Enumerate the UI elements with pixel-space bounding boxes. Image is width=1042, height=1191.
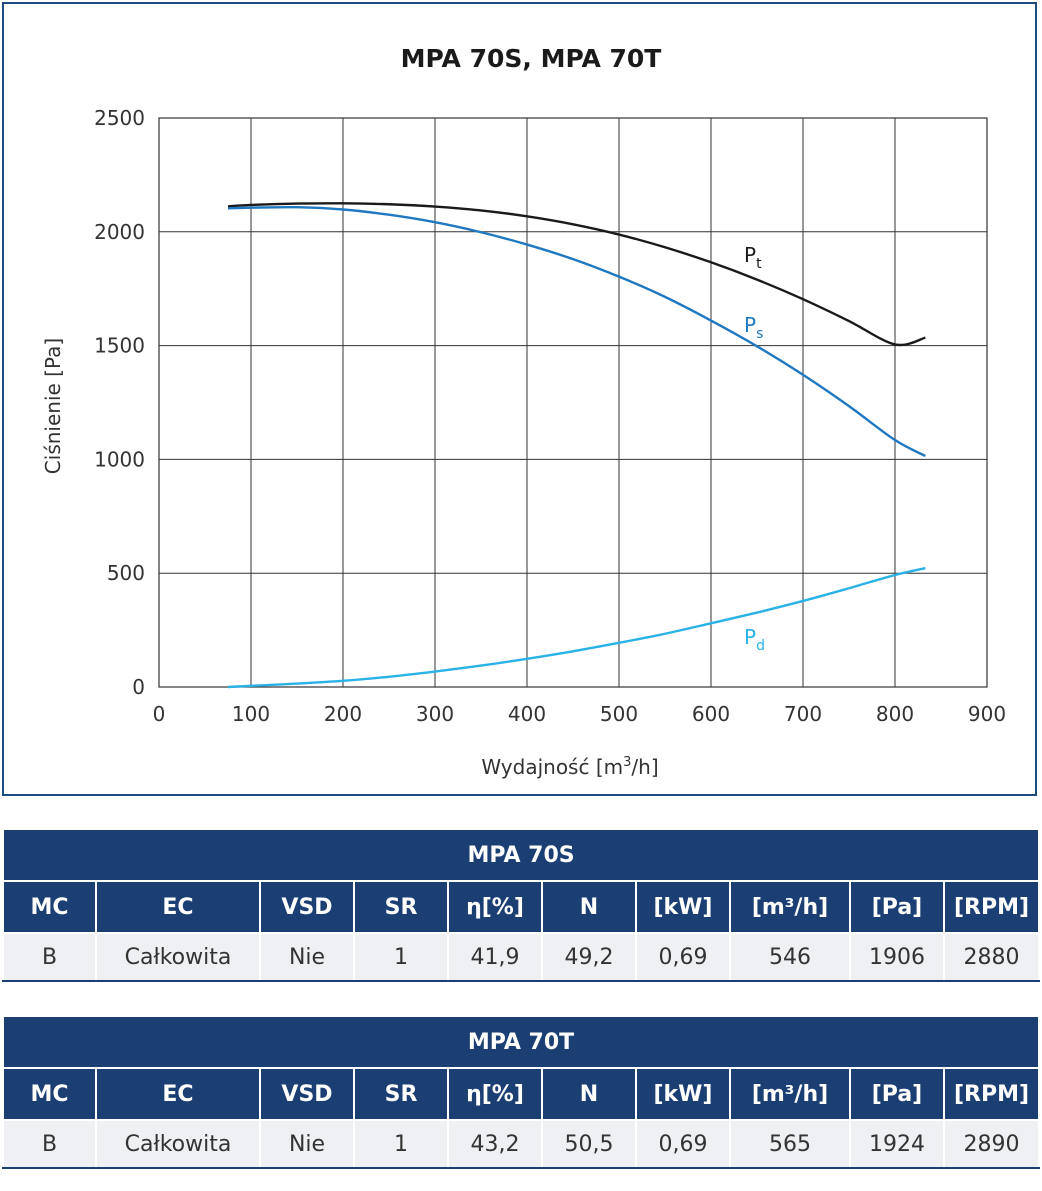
table-cell: 2880 <box>942 932 1041 982</box>
x-axis-label-sup: 3 <box>623 755 631 770</box>
header-cell: VSD <box>259 880 355 934</box>
header-cell: [Pa] <box>849 1067 945 1121</box>
table-row: B Całkowita Nie 1 43,2 50,5 0,69 565 192… <box>2 1119 1041 1169</box>
y-tick-label: 2000 <box>94 220 145 244</box>
header-cell: [kW] <box>635 1067 731 1121</box>
table-cell: 0,69 <box>635 932 731 982</box>
x-tick-label: 300 <box>416 702 454 726</box>
x-tick-label: 900 <box>968 702 1006 726</box>
series-label-pd: Pd <box>744 625 765 654</box>
header-cell: MC <box>2 880 97 934</box>
series-line-pt <box>227 202 926 347</box>
series-label-ps: Ps <box>744 313 763 342</box>
y-tick-label: 0 <box>132 675 145 699</box>
header-cell: EC <box>95 880 261 934</box>
table-cell: B <box>2 932 97 982</box>
header-cell: η[%] <box>447 1067 543 1121</box>
table-title: MPA 70S <box>1 828 1041 882</box>
series-line-ps <box>227 205 926 458</box>
x-tick-label: 800 <box>876 702 914 726</box>
header-row: MC EC VSD SR η[%] N [kW] [m³/h] [Pa] [RP… <box>2 1067 1041 1121</box>
table-cell: 2890 <box>942 1119 1041 1169</box>
table-cell: Nie <box>259 932 355 982</box>
x-tick-label: 0 <box>153 702 166 726</box>
table-cell: 565 <box>729 1119 851 1169</box>
chart-frame: MPA 70S, MPA 70T 0 100 200 300 400 500 600 700 8… <box>2 2 1037 796</box>
header-cell: SR <box>353 880 449 934</box>
x-tick-label: 400 <box>508 702 546 726</box>
header-cell: η[%] <box>447 880 543 934</box>
header-cell: [Pa] <box>849 880 945 934</box>
table-cell: 43,2 <box>447 1119 543 1169</box>
grid-layer <box>158 117 988 688</box>
y-tick-label: 1000 <box>94 447 145 471</box>
table-cell: 1906 <box>849 932 945 982</box>
table-cell: 546 <box>729 932 851 982</box>
header-cell: [m³/h] <box>729 1067 851 1121</box>
header-cell: [m³/h] <box>729 880 851 934</box>
header-cell: SR <box>353 1067 449 1121</box>
series-layer <box>227 202 926 689</box>
x-axis-label-post: /h] <box>631 755 658 779</box>
x-tick-label: 100 <box>232 702 270 726</box>
table-cell: 49,2 <box>541 932 637 982</box>
chart-title: MPA 70S, MPA 70T <box>401 44 662 73</box>
series-line-pd <box>227 567 926 689</box>
series-label-layer: Pt Ps Pd <box>744 243 765 654</box>
axis-layer: 0 100 200 300 400 500 600 700 800 900 0 500 1000 1500… <box>94 106 1006 726</box>
x-axis-label: Wydajność [m3/h] <box>481 755 658 779</box>
series-label-pt: Pt <box>744 243 762 272</box>
table-cell: Nie <box>259 1119 355 1169</box>
table-cell: Całkowita <box>95 932 261 982</box>
table-mpa-70s: MPA 70S MC EC VSD SR η[%] N [kW] [m³/h] … <box>1 828 1041 982</box>
y-tick-label: 1500 <box>94 334 145 358</box>
header-cell: MC <box>2 1067 97 1121</box>
table-cell: 0,69 <box>635 1119 731 1169</box>
table-title: MPA 70T <box>1 1015 1041 1069</box>
header-cell: [RPM] <box>942 1067 1041 1121</box>
table-cell: Całkowita <box>95 1119 261 1169</box>
table-cell: 1 <box>353 932 449 982</box>
table-cell: 41,9 <box>447 932 543 982</box>
header-cell: [kW] <box>635 880 731 934</box>
table-row: B Całkowita Nie 1 41,9 49,2 0,69 546 190… <box>2 932 1041 982</box>
header-cell: VSD <box>259 1067 355 1121</box>
table-mpa-70t: MPA 70T MC EC VSD SR η[%] N [kW] [m³/h] … <box>1 1015 1041 1169</box>
y-tick-label: 500 <box>107 561 145 585</box>
y-tick-label: 2500 <box>94 106 145 130</box>
header-cell: [RPM] <box>942 880 1041 934</box>
table-cell: 1 <box>353 1119 449 1169</box>
table-cell: 50,5 <box>541 1119 637 1169</box>
performance-chart: MPA 70S, MPA 70T 0 100 200 300 400 500 600 700 8… <box>41 44 1006 779</box>
y-axis-label: Ciśnienie [Pa] <box>41 338 65 474</box>
x-tick-label: 600 <box>692 702 730 726</box>
x-axis-label-pre: Wydajność [m <box>481 755 623 779</box>
x-tick-label: 700 <box>784 702 822 726</box>
x-tick-label: 500 <box>600 702 638 726</box>
header-cell: N <box>541 880 637 934</box>
header-cell: N <box>541 1067 637 1121</box>
table-cell: B <box>2 1119 97 1169</box>
header-row: MC EC VSD SR η[%] N [kW] [m³/h] [Pa] [RP… <box>2 880 1041 934</box>
x-tick-label: 200 <box>324 702 362 726</box>
header-cell: EC <box>95 1067 261 1121</box>
table-cell: 1924 <box>849 1119 945 1169</box>
